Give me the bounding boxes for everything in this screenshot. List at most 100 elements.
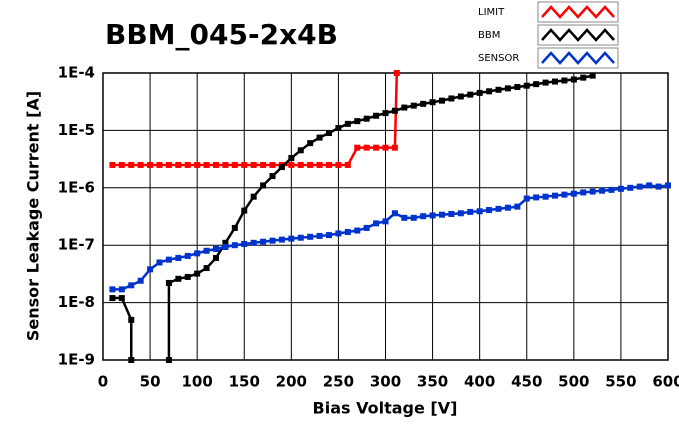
y-tick-label: 1E-5 — [58, 121, 95, 139]
data-point — [118, 161, 125, 168]
data-point — [636, 183, 643, 190]
data-point — [278, 236, 285, 243]
data-point — [354, 144, 361, 151]
data-point — [184, 161, 191, 168]
data-point — [391, 144, 398, 151]
data-point — [457, 93, 464, 100]
data-point — [552, 78, 558, 85]
data-point — [213, 161, 219, 168]
data-point — [589, 188, 596, 195]
data-point — [495, 86, 502, 93]
x-tick-label: 0 — [98, 373, 108, 391]
data-point — [504, 204, 511, 211]
data-point — [410, 214, 417, 221]
data-point — [250, 193, 257, 200]
legend-swatch-box — [537, 47, 619, 69]
data-point — [420, 100, 427, 107]
data-point — [307, 233, 314, 240]
data-point — [241, 240, 248, 247]
x-tick-label: 300 — [370, 373, 401, 391]
data-point — [523, 82, 530, 89]
data-point — [495, 205, 502, 212]
data-point — [288, 235, 295, 242]
data-point — [147, 266, 154, 273]
data-point — [250, 161, 257, 168]
data-point — [231, 242, 238, 249]
data-point — [514, 84, 521, 91]
data-point — [552, 192, 558, 199]
x-tick-label: 200 — [276, 373, 307, 391]
data-point — [391, 210, 398, 217]
data-point — [382, 218, 389, 225]
y-tick-label: 1E-7 — [58, 236, 95, 254]
data-point — [514, 203, 521, 210]
data-point — [118, 295, 125, 302]
data-point — [542, 193, 549, 200]
data-point — [203, 161, 210, 168]
data-point — [203, 265, 210, 272]
data-point — [128, 357, 135, 363]
x-tick-label: 600 — [652, 373, 679, 391]
data-point — [655, 183, 662, 190]
data-point — [222, 244, 229, 251]
data-point — [184, 252, 191, 259]
data-point — [297, 234, 304, 241]
data-point — [222, 239, 229, 246]
data-point — [307, 161, 314, 168]
data-point — [448, 95, 455, 102]
data-point — [288, 161, 295, 168]
x-tick-label: 400 — [464, 373, 495, 391]
data-point — [109, 286, 116, 293]
data-point — [316, 232, 323, 239]
data-point — [316, 134, 323, 141]
data-point — [241, 207, 248, 214]
data-point — [175, 254, 182, 261]
data-point — [222, 161, 229, 168]
x-tick-label: 100 — [182, 373, 213, 391]
data-point — [486, 88, 493, 95]
data-point — [665, 182, 671, 189]
data-point — [420, 213, 427, 220]
data-point — [599, 187, 606, 194]
data-point — [354, 227, 361, 234]
data-point — [118, 286, 125, 293]
data-point — [363, 115, 370, 122]
data-point — [260, 238, 267, 245]
data-point — [165, 256, 172, 263]
data-point — [608, 186, 615, 193]
data-point — [344, 120, 351, 127]
data-point — [561, 77, 568, 84]
data-point — [128, 161, 135, 168]
data-point — [213, 245, 219, 252]
data-point — [326, 130, 332, 137]
data-point — [363, 224, 370, 231]
data-point — [335, 161, 342, 168]
data-point — [231, 224, 238, 231]
data-point — [448, 210, 455, 217]
data-point — [335, 230, 342, 237]
legend-swatch-box — [537, 1, 619, 23]
chart-title: BBM_045-2x4B — [105, 18, 338, 51]
x-tick-label: 50 — [140, 373, 161, 391]
data-point — [646, 182, 653, 189]
data-point — [570, 190, 577, 197]
x-tick-label: 250 — [323, 373, 354, 391]
data-point — [401, 214, 408, 221]
data-point — [344, 228, 351, 235]
legend-label: SENSOR — [478, 53, 519, 64]
data-point — [241, 161, 248, 168]
data-point — [278, 164, 285, 171]
data-point — [260, 161, 267, 168]
data-point — [250, 239, 257, 246]
data-point — [476, 208, 483, 215]
data-point — [165, 357, 172, 363]
data-point — [297, 161, 304, 168]
data-point — [326, 232, 332, 239]
legend-swatch — [541, 5, 615, 19]
y-tick-label: 1E-8 — [58, 293, 95, 311]
data-point — [627, 184, 634, 191]
data-point — [382, 110, 389, 117]
data-point — [391, 107, 398, 114]
data-point — [580, 189, 587, 196]
